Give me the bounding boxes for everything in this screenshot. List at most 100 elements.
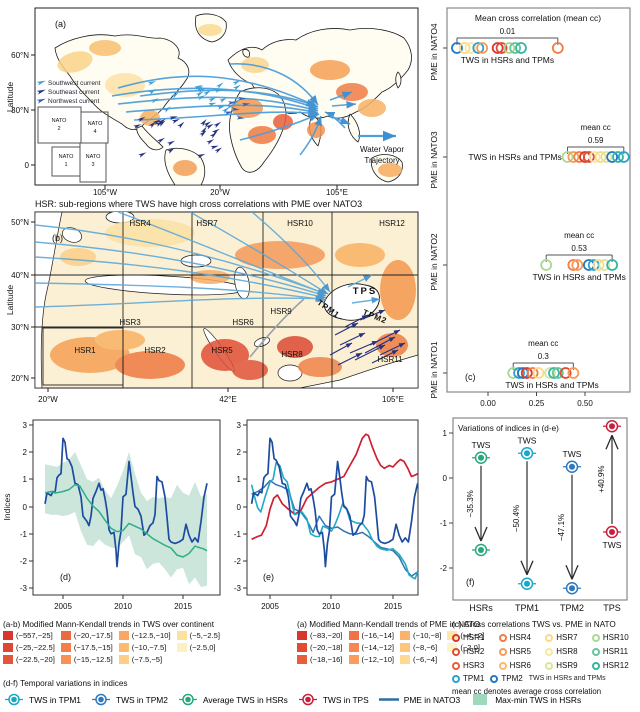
current-arrow	[197, 153, 206, 159]
current-arrow	[36, 89, 46, 95]
indices-legend-item: Max-min TWS in HSRs	[469, 693, 581, 706]
svg-text:Trajectory: Trajectory	[364, 156, 399, 165]
current-arrow	[203, 121, 212, 128]
range-label: (−7.5,−5]	[131, 655, 163, 664]
panel-a-map: NATO 2 NATO 4 NATO 1 NATO 3 Southwest cu…	[5, 7, 419, 197]
marker-dot	[609, 529, 615, 535]
arrow-head	[565, 564, 579, 580]
current-arrow	[147, 81, 157, 86]
a-ytick-60n: 60°N	[11, 51, 29, 60]
cc-point-TPM1	[513, 367, 525, 379]
current-arrow	[169, 116, 178, 121]
range-label: (−15,−12.5]	[73, 655, 113, 664]
water-vapor-note: Water Vapor	[360, 145, 404, 154]
cc-point-HSR4	[526, 367, 539, 379]
current-arrow	[208, 97, 217, 103]
cc-legend-item-hsr10: HSR10	[591, 631, 638, 644]
navy-streak	[334, 322, 359, 336]
current-arrow	[209, 131, 218, 139]
current-arrow	[231, 107, 240, 111]
navy-streak	[379, 342, 406, 356]
current-arrow	[177, 121, 185, 129]
mean-cc-value: 0.59	[588, 136, 604, 145]
cc-point-HSR12	[515, 42, 527, 54]
current-arrow	[171, 119, 180, 124]
region-hsr1: HSR1	[74, 346, 96, 355]
panel-a-art	[54, 13, 412, 185]
f-cat-tps: TPS	[603, 603, 621, 613]
tibetan-plateau	[323, 283, 380, 321]
cc-point-TPM2	[606, 151, 619, 163]
current-arrow	[219, 97, 228, 104]
circle-marker-icon	[452, 633, 460, 642]
current-arrow	[214, 147, 223, 154]
cc-legend-label: HSR3	[463, 661, 485, 670]
color-swatch	[176, 631, 187, 640]
range-label: (−83,−20]	[310, 631, 343, 640]
panel-f-data: −35.3% TWS −50.4% TWS −47.1% TWS +40.9% TWS	[466, 420, 622, 595]
cc-point-HSR9	[600, 151, 613, 163]
color-swatch	[118, 631, 129, 640]
central-america	[136, 125, 164, 151]
e-ytick: -3	[234, 584, 242, 593]
cc-legend-item-hsr9: HSR9	[545, 659, 587, 672]
pct-label: +40.9%	[597, 465, 606, 492]
range-label: (−4,−2]	[460, 631, 485, 640]
region-hsr5: HSR5	[211, 346, 233, 355]
marker-dot	[524, 580, 530, 587]
cc-legend-item-hsr1: HSR1	[452, 631, 494, 644]
current-arrow	[197, 95, 206, 101]
pct-label: −50.4%	[512, 505, 521, 532]
current-arrow	[195, 85, 204, 92]
cc-legend-label: HSR10	[602, 633, 629, 642]
tws-trend-column: (−557,−25] (−25,−22.5] (−22.5,−20]	[3, 631, 55, 664]
range-label: (−17.5,−15]	[73, 643, 113, 652]
tws-label: TWS	[518, 435, 537, 445]
current-arrow	[210, 145, 219, 150]
series-tws-in-tps	[251, 433, 419, 541]
color-swatch	[118, 655, 129, 664]
c-ylabel-nato4: PME in NATO4	[429, 23, 439, 81]
range-label: (−10,−8]	[413, 631, 442, 640]
tws-trend-item: (−5,−2.5]	[176, 631, 220, 640]
current-arrow	[195, 91, 204, 98]
circle-marker-icon	[498, 647, 507, 656]
range-label: (−12.5,−10]	[131, 631, 171, 640]
trajectories-a	[111, 63, 357, 156]
circle-marker-icon	[452, 647, 460, 656]
pme-trend-legend-title: (a) Modified Mann-Kendall trends of PME …	[297, 620, 481, 629]
color-swatch	[60, 631, 71, 640]
current-arrow	[150, 98, 159, 104]
pme-trend-item: (−14,−12]	[348, 643, 394, 652]
e-ytick: 3	[237, 421, 242, 430]
moisture-current-arrows	[133, 80, 251, 159]
circle-marker-icon	[591, 633, 600, 642]
current-legend	[36, 80, 46, 104]
a-xtick-105e: 105°E	[326, 188, 348, 197]
panel-d-ylabel: Indices	[2, 494, 12, 521]
svg-text:1: 1	[64, 162, 67, 168]
cc-point-HSR5	[571, 259, 584, 271]
tws-trend-item: (−7.5,−5]	[118, 655, 171, 664]
current-legend-label-2: Southeast current	[48, 89, 100, 96]
cc-legend-footer: mean cc denotes average cross correlatio…	[452, 687, 602, 696]
pme-trend-item: (−12,−10]	[348, 655, 394, 664]
mean-cc-value: 0.53	[571, 244, 587, 253]
tws-label: TWS	[563, 449, 582, 459]
panel-d-label: (d)	[60, 572, 71, 582]
panel-c-frame	[446, 7, 631, 393]
cc-point-TPM2	[451, 42, 463, 54]
tws-trend-item: (−10,−7.5]	[118, 643, 171, 652]
color-swatch	[118, 643, 129, 652]
panel-c-data: 0.01 TWS in HSRs and TPMs mean cc 0.59 TWS i…	[451, 27, 630, 390]
d-xtick: 2010	[114, 602, 132, 611]
circle-marker-icon	[452, 674, 460, 683]
color-swatch	[348, 655, 359, 664]
indices-legend-title-row: (d-f) Temporal variations in indices	[3, 679, 128, 688]
japan	[395, 71, 402, 89]
cc-legend-label: HSR6	[509, 661, 531, 670]
current-arrow	[224, 111, 233, 116]
current-arrow	[216, 82, 224, 89]
current-legend-label-3: Northwest current	[48, 98, 99, 105]
